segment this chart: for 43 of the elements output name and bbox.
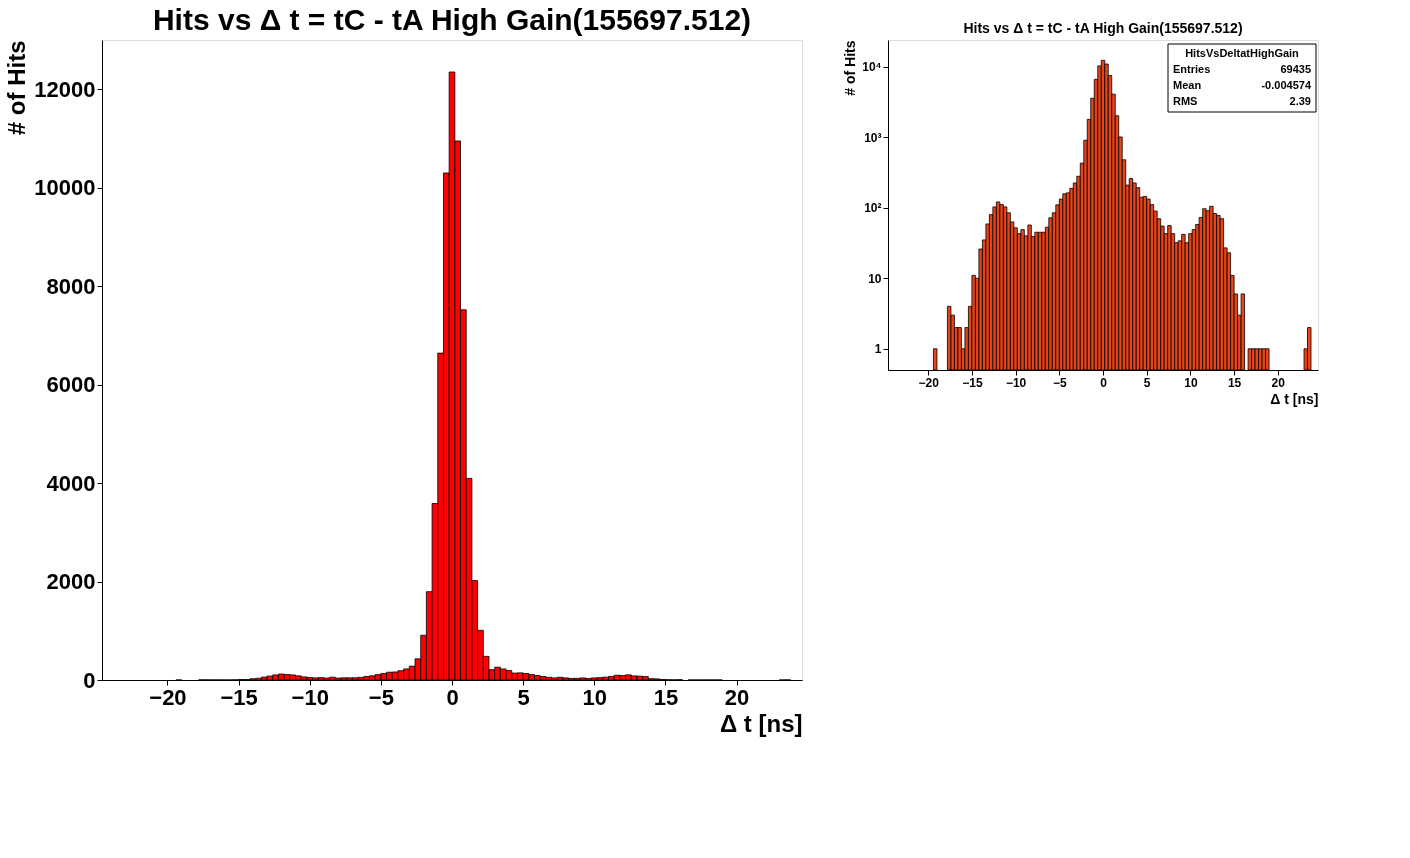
annotation: 69435 bbox=[1280, 63, 1311, 75]
y-axis-title: # of Hits bbox=[842, 40, 859, 96]
chart-title: Hits vs Δ t = tC - tA High Gain(155697.512) bbox=[152, 3, 752, 36]
x-tick-label: −10 bbox=[1005, 375, 1027, 390]
y-tick-label: 6000 bbox=[46, 372, 96, 398]
x-tick-label: 5 bbox=[517, 684, 530, 710]
annotation: Entries bbox=[1173, 63, 1211, 75]
x-tick-label: −20 bbox=[149, 684, 187, 710]
x-tick-label: 10 bbox=[582, 684, 608, 710]
x-axis-title: Δ t [ns] bbox=[1270, 390, 1319, 407]
x-tick-label: 0 bbox=[1100, 375, 1108, 390]
x-tick-label: −20 bbox=[918, 375, 940, 390]
x-tick-label: 15 bbox=[653, 684, 679, 710]
annotation: Mean bbox=[1173, 79, 1202, 91]
x-tick-label: 15 bbox=[1227, 375, 1242, 390]
chart-title: Hits vs Δ t = tC - tA High Gain(155697.512) bbox=[963, 20, 1243, 36]
y-tick-label: 10 bbox=[868, 271, 882, 286]
y-tick-label: 0 bbox=[83, 667, 96, 693]
x-axis-title: Δ t [ns] bbox=[719, 709, 803, 737]
y-tick-label: 10³ bbox=[864, 130, 882, 145]
y-tick-label: 10² bbox=[864, 201, 882, 216]
x-tick-label: −15 bbox=[962, 375, 983, 390]
y-tick-label: 10⁴ bbox=[862, 60, 882, 75]
x-tick-label: 5 bbox=[1143, 375, 1151, 390]
y-tick-label: 1 bbox=[874, 342, 882, 357]
y-axis-title: # of Hits bbox=[3, 40, 31, 136]
x-tick-label: −10 bbox=[291, 684, 329, 710]
annotation: 2.39 bbox=[1289, 95, 1311, 107]
y-tick-label: 4000 bbox=[46, 470, 96, 496]
y-tick-label: 2000 bbox=[46, 569, 96, 595]
x-tick-label: 20 bbox=[1271, 375, 1286, 390]
x-tick-label: 20 bbox=[724, 684, 750, 710]
x-tick-label: 10 bbox=[1184, 375, 1198, 390]
annotation: HitsVsDeltatHighGain bbox=[1185, 47, 1300, 59]
x-tick-label: −5 bbox=[368, 684, 394, 710]
annotation: -0.004574 bbox=[1261, 79, 1312, 91]
x-tick-label: −15 bbox=[220, 684, 258, 710]
annotation: RMS bbox=[1173, 95, 1198, 107]
y-tick-label: 10000 bbox=[34, 175, 96, 201]
x-tick-label: 0 bbox=[446, 684, 459, 710]
y-tick-label: 8000 bbox=[46, 273, 96, 299]
x-tick-label: −5 bbox=[1052, 375, 1067, 390]
y-tick-label: 12000 bbox=[34, 76, 96, 102]
